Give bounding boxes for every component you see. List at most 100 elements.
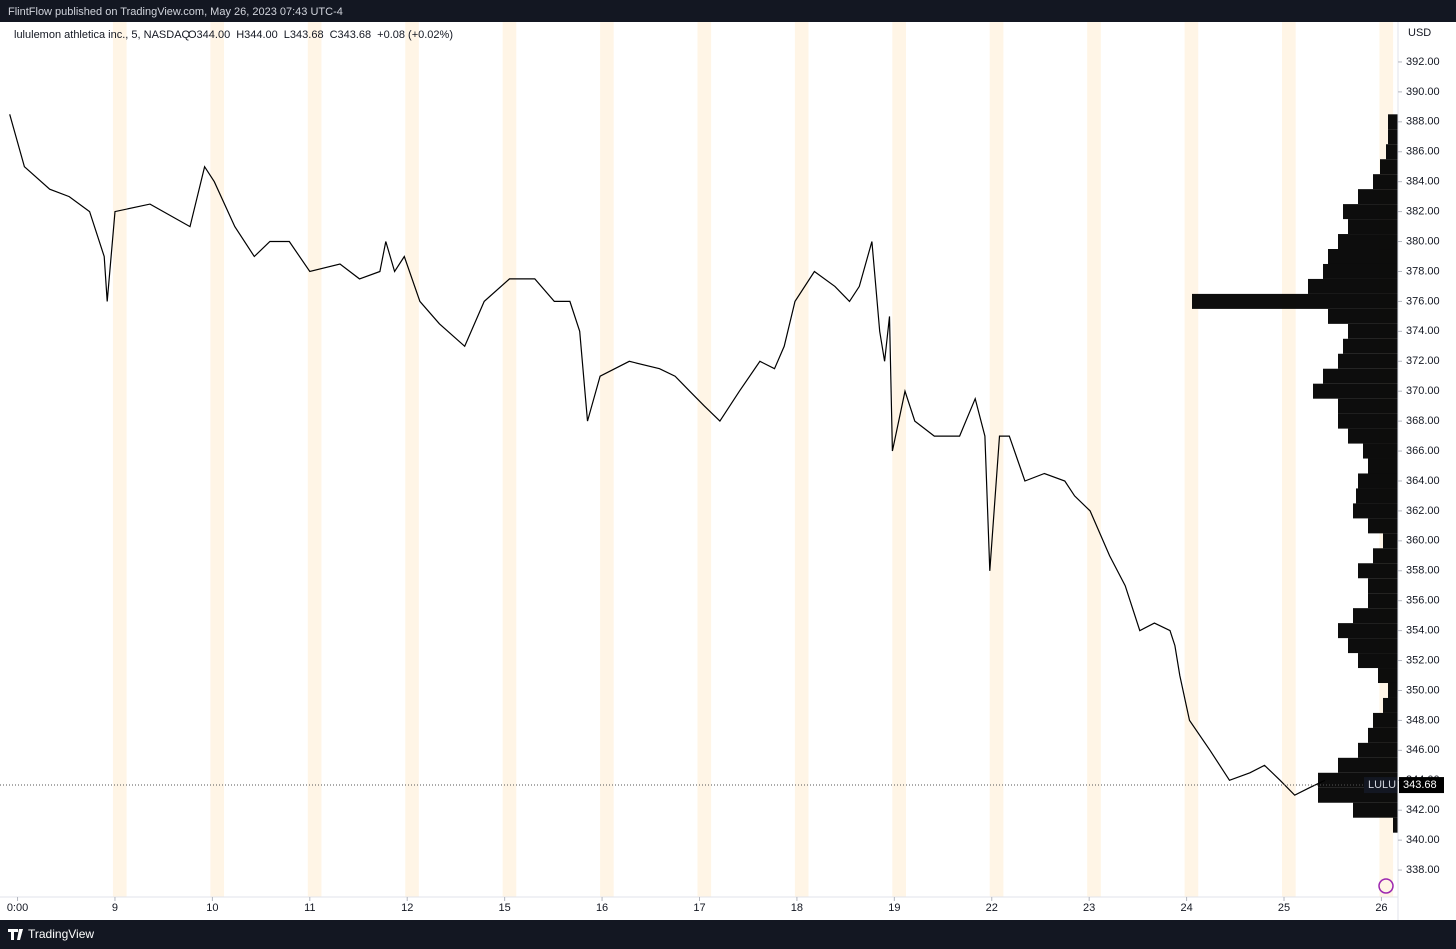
x-tick-label: 26 (1375, 902, 1387, 914)
y-tick-label: 380.00 (1406, 235, 1440, 247)
volume-profile-bar (1338, 353, 1398, 369)
volume-profile-bar (1343, 338, 1398, 354)
x-tick-label: 25 (1278, 902, 1290, 914)
ohlc-value: O344.00 (188, 29, 230, 41)
y-tick-label: 376.00 (1406, 295, 1440, 307)
ohlc-value: L343.68 (284, 29, 324, 41)
session-band (112, 22, 127, 897)
session-band (405, 22, 419, 897)
x-tick-label: 22 (986, 902, 998, 914)
volume-profile-bar (1323, 368, 1398, 384)
alert-icon[interactable] (1378, 878, 1394, 894)
volume-profile-bar (1348, 219, 1398, 235)
y-tick-label: 384.00 (1406, 176, 1440, 188)
x-tick-label: 24 (1180, 902, 1192, 914)
session-band (697, 22, 712, 897)
y-tick-label: 352.00 (1406, 654, 1440, 666)
volume-profile-bar (1358, 653, 1398, 669)
y-tick-label: 390.00 (1406, 86, 1440, 98)
y-tick-label: 342.00 (1406, 804, 1440, 816)
x-tick-label: 11 (304, 902, 315, 914)
y-tick-label: 388.00 (1406, 116, 1440, 128)
symbol: lululemon athletica inc., 5, NASDAQ (14, 29, 191, 41)
volume-profile-bar (1393, 817, 1398, 833)
volume-profile-bar (1343, 204, 1398, 220)
session-band (892, 22, 906, 897)
volume-profile-bar (1338, 623, 1398, 639)
y-tick-label: 374.00 (1406, 325, 1440, 337)
last-price-tag: 343.68 (1403, 779, 1437, 791)
x-tick-label: 15 (499, 902, 511, 914)
y-tick-label: 340.00 (1406, 834, 1440, 846)
volume-profile-bar (1348, 428, 1398, 444)
volume-profile-bar (1368, 578, 1398, 594)
x-tick-label: 19 (888, 902, 900, 914)
x-tick-label: 0:00 (7, 902, 28, 914)
volume-profile-bar (1380, 159, 1398, 175)
volume-profile-bar (1338, 757, 1398, 773)
volume-profile-bar (1368, 518, 1398, 534)
y-tick-label: 346.00 (1406, 744, 1440, 756)
y-tick-label: 356.00 (1406, 595, 1440, 607)
volume-profile-bar (1388, 682, 1398, 698)
brand: TradingView (28, 927, 94, 941)
y-tick-label: 364.00 (1406, 475, 1440, 487)
volume-profile-bar (1308, 278, 1398, 294)
y-tick-label: 350.00 (1406, 684, 1440, 696)
volume-profile-bar (1358, 473, 1398, 489)
volume-profile-bar (1338, 413, 1398, 429)
volume-profile-bar (1386, 144, 1398, 160)
volume-profile-bar (1388, 114, 1398, 130)
volume-profile-bar (1328, 308, 1398, 324)
volume-profile-bar (1358, 563, 1398, 579)
session-band (1087, 22, 1101, 897)
volume-profile-bar (1378, 668, 1398, 684)
volume-profile-bar (1363, 443, 1398, 459)
x-tick-label: 23 (1083, 902, 1095, 914)
ohlc-value: C343.68 (330, 29, 372, 41)
y-tick-label: 366.00 (1406, 445, 1440, 457)
volume-profile-bar (1338, 398, 1398, 414)
y-tick-label: 378.00 (1406, 265, 1440, 277)
y-tick-label: 392.00 (1406, 56, 1440, 68)
ohlc-value: H344.00 (236, 29, 278, 41)
session-band (502, 22, 517, 897)
x-tick-label: 12 (401, 902, 413, 914)
y-tick-label: 362.00 (1406, 505, 1440, 517)
volume-profile-bar (1313, 383, 1398, 399)
y-tick-label: 382.00 (1406, 206, 1440, 218)
session-band (600, 22, 614, 897)
top-bar (0, 0, 1456, 22)
last-price-tag-bg (1399, 777, 1444, 794)
x-tick-label: 10 (206, 902, 218, 914)
y-tick-label: 372.00 (1406, 355, 1440, 367)
session-band (794, 22, 809, 897)
x-tick-label: 18 (791, 902, 803, 914)
volume-profile-bar (1358, 189, 1398, 205)
volume-profile-bar (1388, 129, 1398, 145)
currency: USD (1408, 27, 1431, 39)
price-line (9, 114, 1326, 796)
volume-profile-bar (1383, 533, 1398, 549)
volume-profile-bar (1323, 263, 1398, 279)
volume-profile-bar (1368, 458, 1398, 474)
symbol-tag-bg (1364, 777, 1397, 794)
plot-area (9, 22, 1398, 897)
volume-profile-bar (1348, 323, 1398, 339)
volume-profile-bar (1348, 638, 1398, 654)
session-band (1282, 22, 1296, 897)
y-tick-label: 386.00 (1406, 146, 1440, 158)
logo (8, 929, 23, 940)
y-tick-label: 348.00 (1406, 714, 1440, 726)
bottom-bar (0, 920, 1456, 949)
volume-profile-bar (1368, 593, 1398, 609)
y-tick-label: 370.00 (1406, 385, 1440, 397)
session-band (307, 22, 322, 897)
volume-profile-bar (1373, 548, 1398, 564)
x-tick-label: 17 (693, 902, 705, 914)
y-tick-label: 338.00 (1406, 864, 1440, 876)
y-tick-label: 358.00 (1406, 565, 1440, 577)
